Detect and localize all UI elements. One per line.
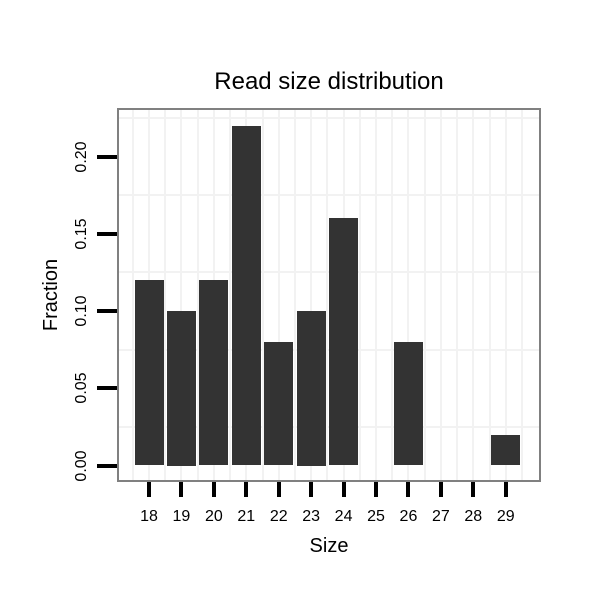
- y-tick-label: 0.15: [73, 218, 90, 250]
- x-tick-label: 19: [172, 508, 191, 525]
- y-tick-label: 0.00: [73, 449, 90, 482]
- x-tick-label: 23: [302, 508, 321, 525]
- vertical-gridline: [439, 110, 442, 480]
- x-tick-label: 29: [496, 508, 515, 525]
- x-tick: [503, 482, 508, 497]
- vertical-gridline: [180, 110, 183, 480]
- x-tick: [374, 482, 378, 497]
- x-tick-label: 24: [334, 508, 353, 525]
- x-tick: [309, 482, 314, 497]
- x-tick-label: 22: [269, 508, 288, 525]
- vertical-gridline: [277, 110, 280, 480]
- horizontal-gridline: [119, 116, 539, 119]
- vertical-gridline: [326, 110, 329, 480]
- y-tick: [97, 463, 117, 468]
- horizontal-gridline: [119, 271, 539, 274]
- horizontal-gridline: [119, 194, 539, 197]
- x-tick-label: 28: [464, 508, 483, 525]
- vertical-gridline: [229, 110, 232, 480]
- bar-size-18: [134, 280, 164, 466]
- vertical-gridline: [407, 110, 410, 480]
- plot-panel: [117, 108, 541, 482]
- vertical-gridline: [310, 110, 313, 480]
- x-tick-label: 25: [367, 508, 385, 525]
- vertical-gridline: [164, 110, 167, 480]
- x-tick: [179, 482, 184, 497]
- horizontal-gridline: [119, 348, 539, 351]
- x-tick-label: 18: [140, 508, 158, 525]
- vertical-gridline: [261, 110, 264, 480]
- y-tick: [97, 386, 117, 391]
- x-tick: [276, 482, 281, 497]
- vertical-gridline: [131, 110, 134, 480]
- y-tick-label: 0.20: [73, 140, 90, 173]
- y-tick-label: 0.05: [73, 372, 90, 404]
- vertical-gridline: [472, 110, 475, 480]
- vertical-gridline: [293, 110, 296, 480]
- x-tick: [406, 482, 411, 497]
- chart-title: Read size distribution: [214, 68, 444, 95]
- bar-size-26: [393, 341, 423, 466]
- vertical-gridline: [520, 110, 523, 480]
- vertical-gridline: [504, 110, 507, 480]
- x-tick: [147, 482, 151, 497]
- bar-size-29: [491, 434, 521, 466]
- y-tick: [97, 309, 117, 313]
- vertical-gridline: [423, 110, 426, 480]
- x-tick-label: 20: [204, 508, 223, 525]
- x-tick-label: 26: [399, 508, 418, 525]
- bar-size-24: [329, 218, 359, 466]
- y-tick: [97, 231, 117, 236]
- x-tick-label: 27: [431, 508, 450, 525]
- x-axis-title: Size: [309, 535, 349, 557]
- horizontal-gridline: [119, 425, 539, 428]
- bar-size-19: [166, 311, 196, 466]
- vertical-gridline: [196, 110, 199, 480]
- vertical-gridline: [375, 110, 377, 480]
- vertical-gridline: [358, 110, 361, 480]
- x-tick: [244, 482, 249, 497]
- x-tick: [438, 482, 443, 497]
- bar-size-20: [199, 280, 229, 466]
- bar-size-23: [296, 311, 326, 466]
- y-tick: [97, 154, 117, 159]
- vertical-gridline: [391, 110, 394, 480]
- x-tick: [341, 482, 346, 497]
- bar-size-22: [264, 341, 294, 466]
- x-tick: [211, 482, 216, 497]
- y-tick-label: 0.10: [73, 295, 90, 327]
- bar-size-21: [231, 125, 261, 466]
- x-tick: [471, 482, 476, 497]
- vertical-gridline: [488, 110, 491, 480]
- x-tick-label: 21: [237, 508, 256, 525]
- vertical-gridline: [456, 110, 459, 480]
- y-axis-title: Fraction: [40, 258, 62, 332]
